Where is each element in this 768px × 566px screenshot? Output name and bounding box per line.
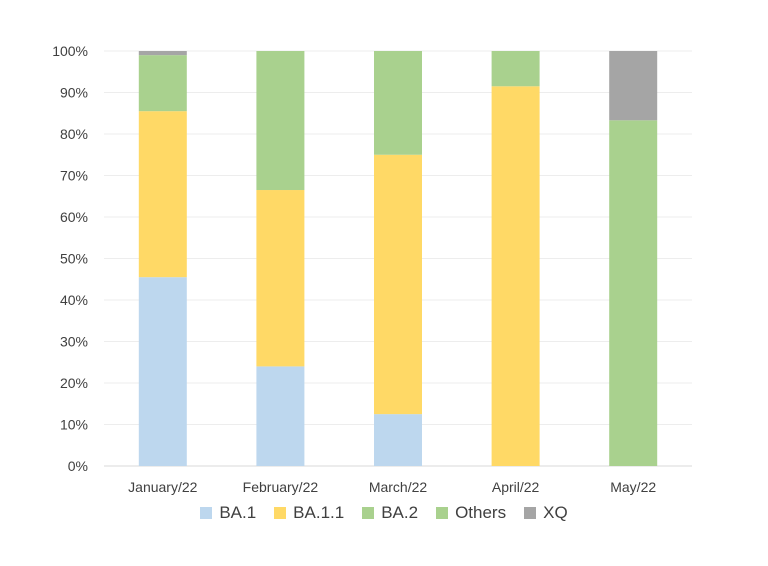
y-tick-label: 10% [60, 417, 88, 433]
x-tick-label: February/22 [243, 479, 319, 495]
x-tick-label: March/22 [369, 479, 428, 495]
x-tick-label: January/22 [128, 479, 197, 495]
legend-swatch-ba1-1 [274, 507, 287, 519]
y-tick-label: 70% [60, 168, 88, 184]
bar-segment-ba-1 [138, 277, 187, 466]
legend-swatch-xq [524, 507, 537, 519]
legend-label-xq: XQ [543, 503, 568, 522]
bar-segment-ba-1 [256, 366, 305, 466]
bar-segment-ba-2 [374, 51, 422, 155]
legend-item-ba1: BA.1 [200, 503, 256, 523]
legend-swatch-others [436, 507, 449, 519]
legend-label-others: Others [455, 503, 507, 522]
legend-label-ba1: BA.1 [219, 503, 257, 522]
bar-segment-ba-1-1 [256, 190, 305, 367]
bar-segment-xq [138, 51, 187, 56]
y-tick-label: 20% [60, 375, 88, 391]
y-tick-label: 100% [52, 43, 88, 59]
chart-legend: BA.1 BA.1.1 BA.2 Others XQ [0, 503, 768, 523]
bar-segment-xq [609, 51, 658, 121]
x-tick-label: April/22 [492, 479, 540, 495]
stacked-bar-chart: 0% 10% 20% 30% 40% 50% 60% 70% 80% 90% 100% January… [52, 43, 692, 495]
x-tick-label: May/22 [610, 479, 656, 495]
bar-segment-ba-1-1 [138, 111, 187, 278]
y-tick-label: 0% [68, 458, 88, 474]
legend-label-ba1-1: BA.1.1 [293, 503, 345, 522]
legend-swatch-ba1 [200, 507, 213, 519]
bar-segment-ba-2 [609, 120, 658, 467]
bar-segment-ba-2 [138, 55, 187, 112]
y-tick-label: 50% [60, 251, 88, 267]
bar-segment-ba-2 [491, 51, 540, 87]
bar-segment-ba-1-1 [491, 86, 540, 467]
y-tick-label: 90% [60, 85, 88, 101]
y-tick-label: 40% [60, 292, 88, 308]
bar-segment-ba-1-1 [374, 154, 422, 415]
bar-segment-ba-1 [374, 414, 422, 466]
y-tick-label: 80% [60, 126, 88, 142]
bar-segment-ba-2 [256, 51, 305, 191]
legend-item-ba2: BA.2 [362, 503, 418, 523]
legend-swatch-ba2 [362, 507, 375, 519]
y-tick-label: 30% [60, 334, 88, 350]
legend-item-xq: XQ [524, 503, 568, 523]
legend-item-ba1-1: BA.1.1 [274, 503, 344, 523]
legend-label-ba2: BA.2 [381, 503, 419, 522]
y-tick-label: 60% [60, 209, 88, 225]
legend-item-others: Others [436, 503, 506, 523]
